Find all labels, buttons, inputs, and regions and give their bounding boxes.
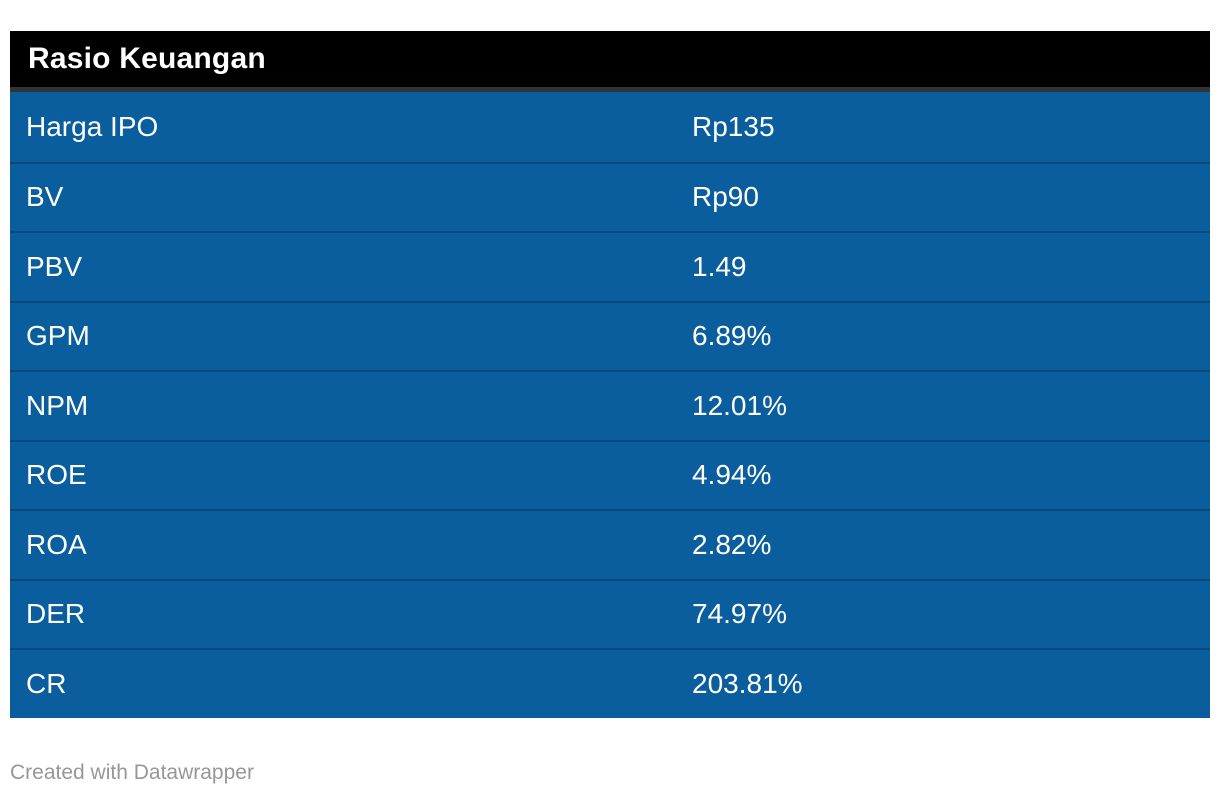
row-value: Rp135 (692, 110, 775, 142)
table-row: NPM 12.01% (10, 370, 1210, 440)
datawrapper-credit-link[interactable]: Created with Datawrapper (10, 761, 254, 784)
row-value: 2.82% (692, 528, 772, 560)
table-row: GPM 6.89% (10, 300, 1210, 370)
row-label: CR (26, 667, 67, 699)
row-label: Harga IPO (26, 110, 159, 142)
table-body: Harga IPO Rp135 BV Rp90 PBV 1.49 GPM 6.8… (10, 92, 1210, 718)
table-row: ROE 4.94% (10, 439, 1210, 509)
financial-ratios-table: Rasio Keuangan Harga IPO Rp135 BV Rp90 P… (10, 31, 1210, 718)
row-value: 4.94% (692, 459, 772, 491)
table-header: Rasio Keuangan (10, 31, 1210, 92)
table-row: PBV 1.49 (10, 231, 1210, 301)
table-row: BV Rp90 (10, 161, 1210, 231)
row-value: 203.81% (692, 667, 803, 699)
row-value: Rp90 (692, 181, 759, 213)
row-label: DER (26, 598, 86, 630)
table-row: Harga IPO Rp135 (10, 92, 1210, 162)
row-label: GPM (26, 320, 90, 352)
row-value: 74.97% (692, 598, 787, 630)
table-title: Rasio Keuangan (28, 42, 266, 75)
table-row: DER 74.97% (10, 578, 1210, 648)
row-value: 6.89% (692, 320, 772, 352)
row-label: PBV (26, 250, 83, 282)
row-label: ROA (26, 528, 87, 560)
row-label: NPM (26, 389, 89, 421)
row-value: 1.49 (692, 250, 747, 282)
table-row: CR 203.81% (10, 648, 1210, 718)
row-value: 12.01% (692, 389, 787, 421)
row-label: BV (26, 181, 64, 213)
row-label: ROE (26, 459, 87, 491)
table-row: ROA 2.82% (10, 509, 1210, 579)
